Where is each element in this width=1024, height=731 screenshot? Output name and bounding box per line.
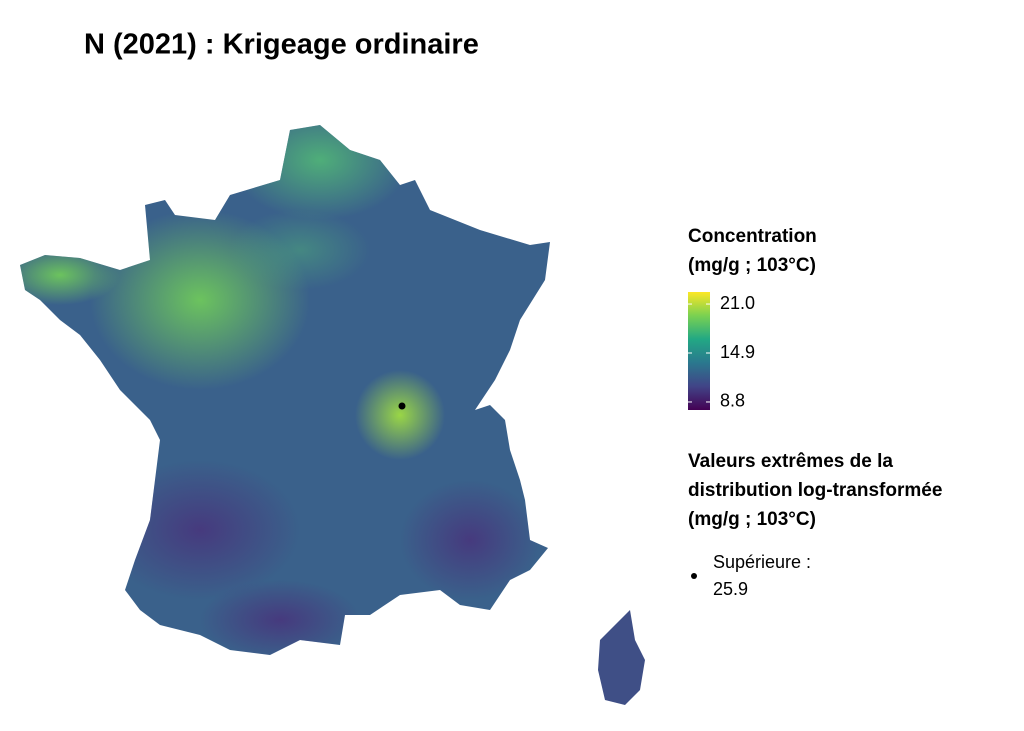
- extreme-point: [398, 402, 406, 410]
- legend-title: Valeurs extrêmes de la: [688, 451, 893, 472]
- legend: Concentration (mg/g ; 103°C) 21.0 14.9 8.8 Va…: [688, 226, 942, 599]
- legend-item-value: 25.9: [713, 579, 748, 599]
- colorbar-label: 21.0: [720, 293, 755, 313]
- france-map: [20, 125, 550, 655]
- colorbar: [688, 292, 710, 410]
- colorbar-label: 8.8: [720, 391, 745, 411]
- legend-title: Concentration: [688, 226, 817, 247]
- map-title: N (2021) : Krigeage ordinaire: [84, 29, 479, 61]
- legend-title: (mg/g ; 103°C): [688, 509, 816, 530]
- legend-title: distribution log-transformée: [688, 480, 942, 501]
- colorbar-label: 14.9: [720, 342, 755, 362]
- corsica: [598, 610, 645, 705]
- legend-point: [691, 573, 697, 579]
- legend-item-label: Supérieure :: [713, 552, 811, 572]
- legend-title: (mg/g ; 103°C): [688, 255, 816, 276]
